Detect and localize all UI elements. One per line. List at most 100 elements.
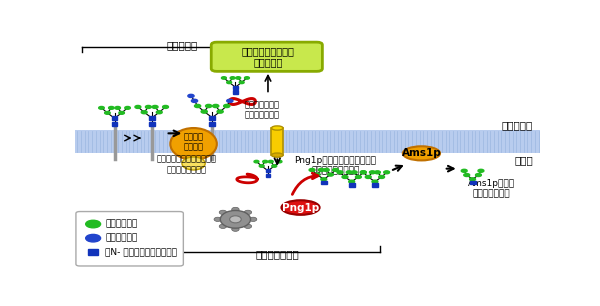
Circle shape [217, 110, 223, 113]
Ellipse shape [271, 126, 283, 130]
Text: Ams1p: Ams1p [401, 148, 442, 158]
Text: ：N- アセチルグルコサミン: ：N- アセチルグルコサミン [105, 248, 177, 257]
Bar [209, 122, 215, 126]
Ellipse shape [403, 146, 440, 160]
Circle shape [227, 81, 232, 84]
Circle shape [346, 171, 352, 174]
Bar [88, 249, 98, 256]
Circle shape [230, 77, 235, 79]
Ellipse shape [271, 153, 283, 157]
Circle shape [272, 165, 277, 167]
Circle shape [163, 106, 169, 108]
FancyBboxPatch shape [211, 42, 322, 71]
Text: 折りたたみ過程
の糖タンパク質: 折りたたみ過程 の糖タンパク質 [245, 100, 280, 119]
Ellipse shape [232, 227, 239, 231]
Text: 細胞質: 細胞質 [514, 155, 533, 166]
FancyBboxPatch shape [76, 211, 184, 266]
Bar [321, 181, 327, 185]
Text: 正しい折り畳みの後
輸送経路へ: 正しい折り畳みの後 輸送経路へ [242, 46, 295, 68]
Circle shape [319, 169, 324, 171]
Circle shape [461, 169, 467, 172]
Circle shape [355, 175, 361, 178]
Circle shape [361, 171, 367, 174]
Circle shape [125, 106, 130, 109]
Ellipse shape [244, 224, 251, 229]
Bar [470, 181, 476, 185]
Circle shape [337, 171, 343, 174]
Circle shape [104, 111, 110, 114]
Ellipse shape [250, 217, 257, 222]
Circle shape [263, 160, 268, 163]
Circle shape [321, 178, 327, 181]
Ellipse shape [214, 217, 221, 222]
Circle shape [478, 169, 484, 172]
Circle shape [191, 99, 197, 103]
Text: Png1pによる糖鎖の切り出し
（遊離糖鎖の生成）: Png1pによる糖鎖の切り出し （遊離糖鎖の生成） [295, 156, 376, 175]
Circle shape [374, 171, 380, 174]
Circle shape [236, 77, 241, 79]
Text: ：マンノース: ：マンノース [105, 219, 137, 229]
Text: 糖鎖前駆体: 糖鎖前駆体 [166, 40, 197, 50]
Circle shape [470, 178, 476, 181]
Bar [266, 174, 271, 177]
Text: Ams1pによる
糖鎖の刈り込み: Ams1pによる 糖鎖の刈り込み [467, 179, 515, 199]
Circle shape [332, 169, 338, 171]
Text: Png1p: Png1p [282, 203, 319, 213]
Circle shape [268, 160, 273, 163]
Circle shape [309, 169, 315, 171]
Circle shape [99, 106, 104, 109]
Bar [271, 128, 283, 155]
Circle shape [370, 171, 376, 174]
Circle shape [221, 77, 226, 79]
Text: 小胞体関連分解: 小胞体関連分解 [256, 249, 299, 259]
Bar [349, 183, 355, 187]
Circle shape [379, 175, 385, 178]
Bar [266, 169, 271, 172]
Bar [233, 91, 238, 94]
Text: 正しく折り畳まれなかった
異常糖タンパク質: 正しく折り畳まれなかった 異常糖タンパク質 [157, 155, 217, 174]
Text: オリゴ糖
転移酵素: オリゴ糖 転移酵素 [184, 132, 203, 151]
Circle shape [141, 111, 147, 114]
Bar [149, 122, 155, 126]
Circle shape [206, 104, 212, 108]
Circle shape [212, 104, 219, 108]
Circle shape [277, 160, 282, 163]
Circle shape [109, 106, 114, 109]
Circle shape [115, 106, 121, 109]
Circle shape [152, 106, 158, 108]
Bar [233, 86, 238, 89]
Ellipse shape [232, 207, 239, 211]
Ellipse shape [244, 210, 251, 215]
Ellipse shape [220, 211, 251, 228]
Circle shape [119, 111, 124, 114]
Circle shape [145, 106, 151, 108]
Ellipse shape [281, 200, 320, 215]
Ellipse shape [219, 224, 227, 229]
Circle shape [224, 104, 230, 108]
Text: ：グルコース: ：グルコース [105, 234, 137, 243]
Ellipse shape [219, 210, 227, 215]
Circle shape [464, 174, 470, 177]
Circle shape [372, 180, 378, 183]
Circle shape [314, 173, 320, 176]
Circle shape [244, 77, 250, 79]
Circle shape [342, 175, 348, 178]
Ellipse shape [182, 157, 205, 170]
Bar [112, 117, 117, 120]
Circle shape [201, 110, 208, 113]
Circle shape [188, 94, 194, 98]
Ellipse shape [230, 216, 241, 223]
Circle shape [86, 220, 101, 228]
Circle shape [239, 81, 244, 84]
Circle shape [349, 180, 355, 183]
Circle shape [328, 173, 334, 176]
Circle shape [227, 99, 233, 103]
Circle shape [365, 175, 371, 178]
Circle shape [254, 160, 259, 163]
Circle shape [360, 171, 366, 174]
Circle shape [86, 234, 101, 242]
Circle shape [194, 104, 200, 108]
Circle shape [323, 169, 329, 171]
Circle shape [259, 165, 264, 167]
Circle shape [476, 174, 481, 177]
